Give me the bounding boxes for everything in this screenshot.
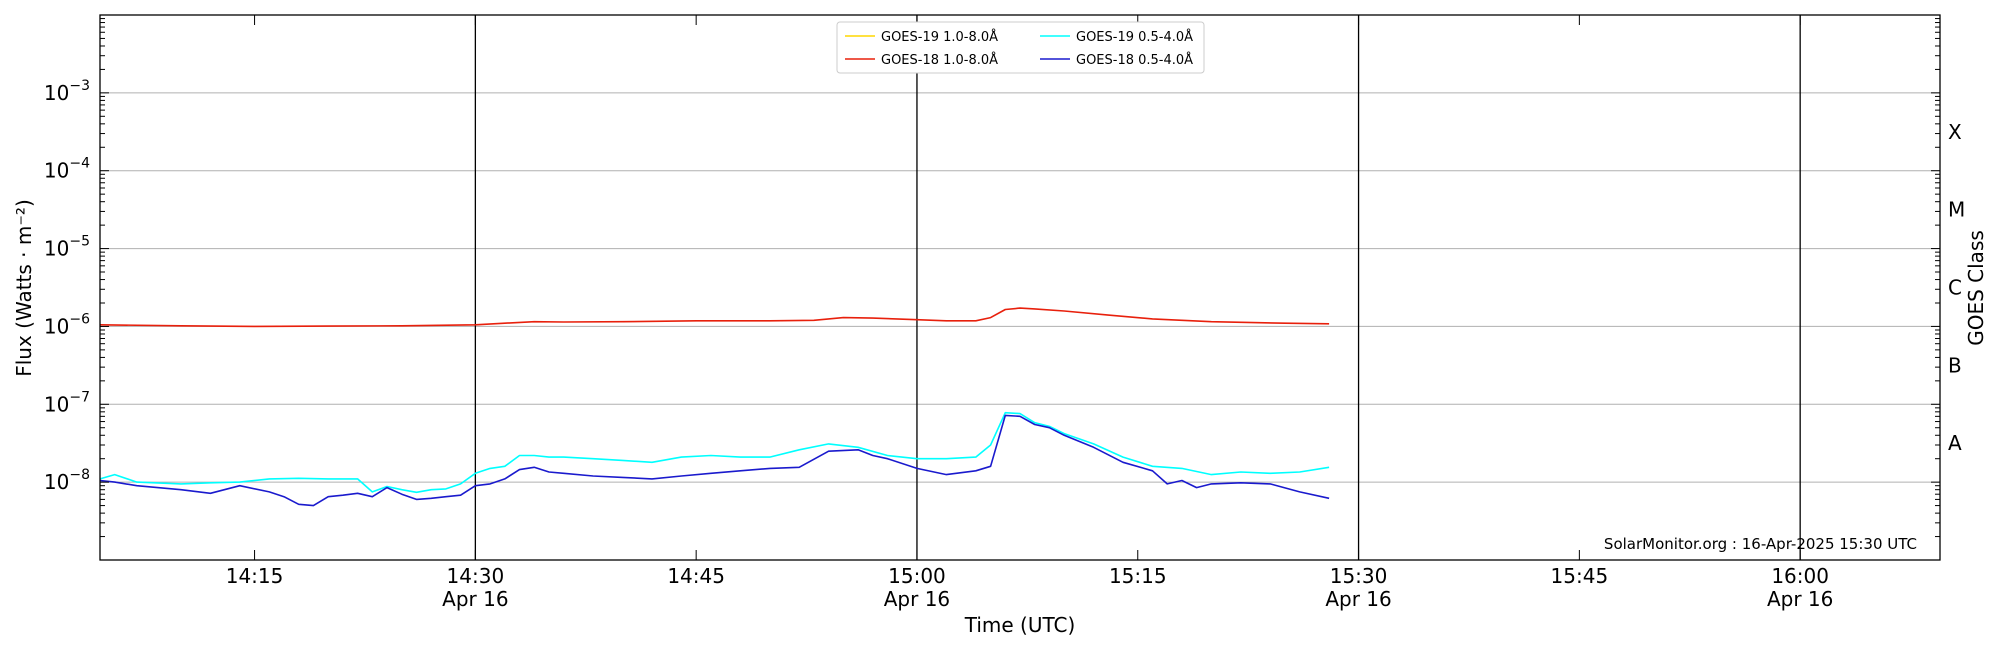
series-layer [99, 307, 1330, 507]
y-tick-labels: 10−8 10−7 10−6 10−5 10−4 10−3 [44, 78, 90, 494]
legend-label: GOES-18 0.5-4.0Å [1076, 52, 1193, 68]
y-tick-label: 10−6 [44, 311, 90, 338]
x-tick-date-label: Apr 16 [442, 587, 508, 611]
x-tick-label: 15:00 [888, 564, 946, 588]
x-tick-date-label: Apr 16 [884, 587, 950, 611]
y-tick-label: 10−5 [44, 234, 90, 261]
goes-class-label: B [1948, 353, 1962, 377]
y-tick-label: 10−7 [44, 389, 90, 416]
x-tick-label: 14:30 [447, 564, 505, 588]
series-line [99, 307, 1330, 328]
legend-label: GOES-19 1.0-8.0Å [881, 29, 998, 45]
x-tick-label: 15:15 [1109, 564, 1167, 588]
right-axis-title: GOES Class [1964, 230, 1988, 346]
series-line [99, 411, 1330, 494]
goes-class-label: X [1948, 120, 1962, 144]
series-line [99, 414, 1330, 507]
goes-class-label: C [1948, 276, 1962, 300]
goes-class-label: A [1948, 431, 1962, 455]
x-tick-label: 15:45 [1551, 564, 1609, 588]
x-tick-label: 15:30 [1330, 564, 1388, 588]
goes-class-label: M [1948, 198, 1965, 222]
x-tick-label: 14:45 [667, 564, 725, 588]
x-axis-title: Time (UTC) [964, 613, 1076, 637]
y-tick-label: 10−4 [44, 156, 90, 183]
x-tick-label: 16:00 [1771, 564, 1829, 588]
x-tick-date-label: Apr 16 [1325, 587, 1391, 611]
credit-text: SolarMonitor.org : 16-Apr-2025 15:30 UTC [1604, 535, 1917, 553]
y-tick-label: 10−8 [44, 467, 90, 494]
x-tick-label: 14:15 [226, 564, 284, 588]
plot-frame [99, 14, 1941, 561]
legend-box [836, 21, 1205, 74]
vertical-lines-layer [474, 15, 1801, 560]
y-tick-label: 10−3 [44, 78, 90, 105]
x-tick-date-label: Apr 16 [1767, 587, 1833, 611]
legend-label: GOES-19 0.5-4.0Å [1076, 29, 1193, 45]
grid-layer [100, 92, 1940, 483]
tick-layer [100, 14, 1940, 561]
goes-class-labels: A B C M X [1948, 120, 1965, 455]
legend: GOES-19 1.0-8.0Å GOES-18 1.0-8.0Å GOES-19 … [836, 21, 1205, 74]
y-axis-title: Flux (Watts · m⁻²) [12, 199, 36, 377]
legend-label: GOES-18 1.0-8.0Å [881, 52, 998, 68]
